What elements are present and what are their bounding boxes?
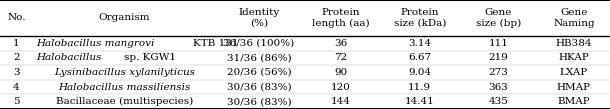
- Text: Protein
size (kDa): Protein size (kDa): [393, 8, 446, 28]
- Text: 3: 3: [13, 68, 20, 77]
- Text: 36: 36: [334, 39, 348, 48]
- Text: 111: 111: [489, 39, 508, 48]
- Text: 14.41: 14.41: [405, 97, 435, 106]
- Text: 11.9: 11.9: [408, 83, 431, 92]
- Text: 144: 144: [331, 97, 351, 106]
- Text: LXAP: LXAP: [560, 68, 588, 77]
- Text: 90: 90: [334, 68, 348, 77]
- Text: 30/36 (83%): 30/36 (83%): [227, 83, 292, 92]
- Text: 363: 363: [489, 83, 508, 92]
- Text: Bacillaceae (multispecies): Bacillaceae (multispecies): [56, 97, 193, 106]
- Text: 9.04: 9.04: [408, 68, 431, 77]
- Text: HB384: HB384: [556, 39, 592, 48]
- Text: 3.14: 3.14: [408, 39, 431, 48]
- Text: 72: 72: [334, 53, 348, 62]
- Text: 31/36 (86%): 31/36 (86%): [227, 53, 292, 62]
- Text: Organism: Organism: [99, 14, 151, 22]
- Text: HMAP: HMAP: [557, 83, 591, 92]
- Text: Gene
size (bp): Gene size (bp): [476, 8, 521, 28]
- Text: HKAP: HKAP: [559, 53, 589, 62]
- Text: Halobacillus mangrovi: Halobacillus mangrovi: [36, 39, 157, 48]
- Text: 4: 4: [13, 83, 20, 92]
- Text: 20/36 (56%): 20/36 (56%): [227, 68, 292, 77]
- Text: 120: 120: [331, 83, 351, 92]
- Text: 36/36 (100%): 36/36 (100%): [223, 39, 295, 48]
- Text: 5: 5: [13, 97, 20, 106]
- Text: Halobacillus: Halobacillus: [36, 53, 104, 62]
- Text: 1: 1: [13, 39, 20, 48]
- Text: 219: 219: [489, 53, 508, 62]
- Text: sp. KGW1: sp. KGW1: [124, 53, 176, 62]
- Text: KTB 131: KTB 131: [193, 39, 239, 48]
- Text: Protein
length (aa): Protein length (aa): [312, 8, 370, 28]
- Text: 2: 2: [13, 53, 20, 62]
- Text: Halobacillus massiliensis: Halobacillus massiliensis: [59, 83, 191, 92]
- Text: Gene
Naming: Gene Naming: [553, 8, 595, 28]
- Text: Lysinibacillus xylanilyticus: Lysinibacillus xylanilyticus: [54, 68, 195, 77]
- Text: 435: 435: [489, 97, 508, 106]
- Text: Identity
(%): Identity (%): [239, 8, 280, 28]
- Text: 6.67: 6.67: [408, 53, 431, 62]
- Text: BMAP: BMAP: [558, 97, 590, 106]
- Text: No.: No.: [7, 14, 26, 22]
- Text: 273: 273: [489, 68, 508, 77]
- Text: 30/36 (83%): 30/36 (83%): [227, 97, 292, 106]
